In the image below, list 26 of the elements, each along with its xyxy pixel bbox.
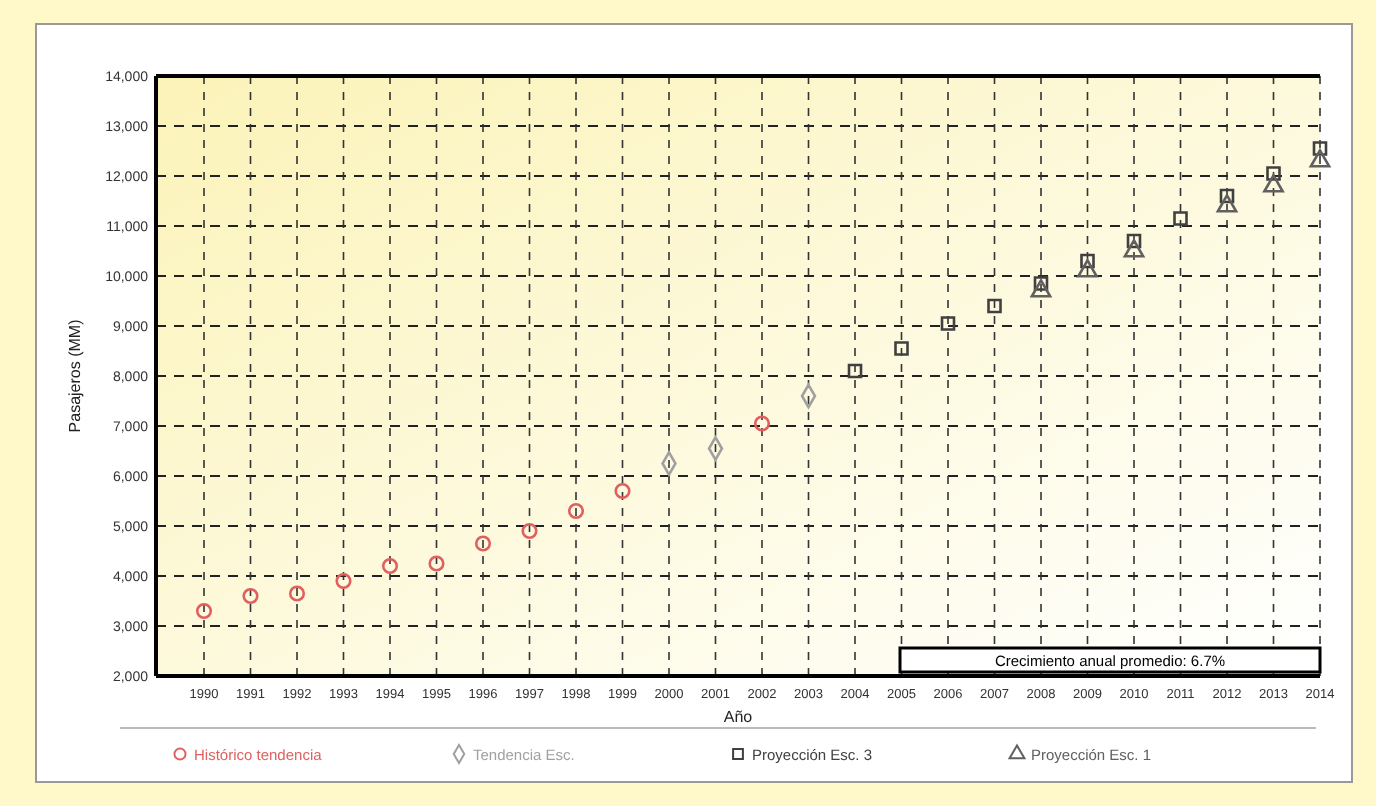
point (1216, 194, 1238, 213)
point (753, 415, 771, 432)
point (567, 502, 585, 520)
point (242, 587, 259, 605)
point (987, 298, 1002, 314)
point (614, 482, 631, 500)
point (288, 585, 306, 602)
point (1030, 279, 1052, 298)
point (894, 341, 909, 356)
y-axis-title: Pasajeros (MM) (66, 318, 84, 433)
point (474, 535, 492, 552)
point (381, 557, 399, 575)
point (335, 572, 352, 590)
point (1312, 141, 1328, 156)
point (428, 555, 445, 572)
point (1077, 259, 1098, 278)
point (1123, 239, 1145, 258)
point (1309, 149, 1331, 168)
point (1266, 166, 1281, 181)
point (847, 363, 863, 379)
x-axis-title: Año (723, 708, 754, 726)
point (940, 316, 956, 331)
point (195, 602, 213, 620)
point (521, 522, 538, 540)
point (1263, 174, 1284, 193)
point (1173, 211, 1188, 226)
